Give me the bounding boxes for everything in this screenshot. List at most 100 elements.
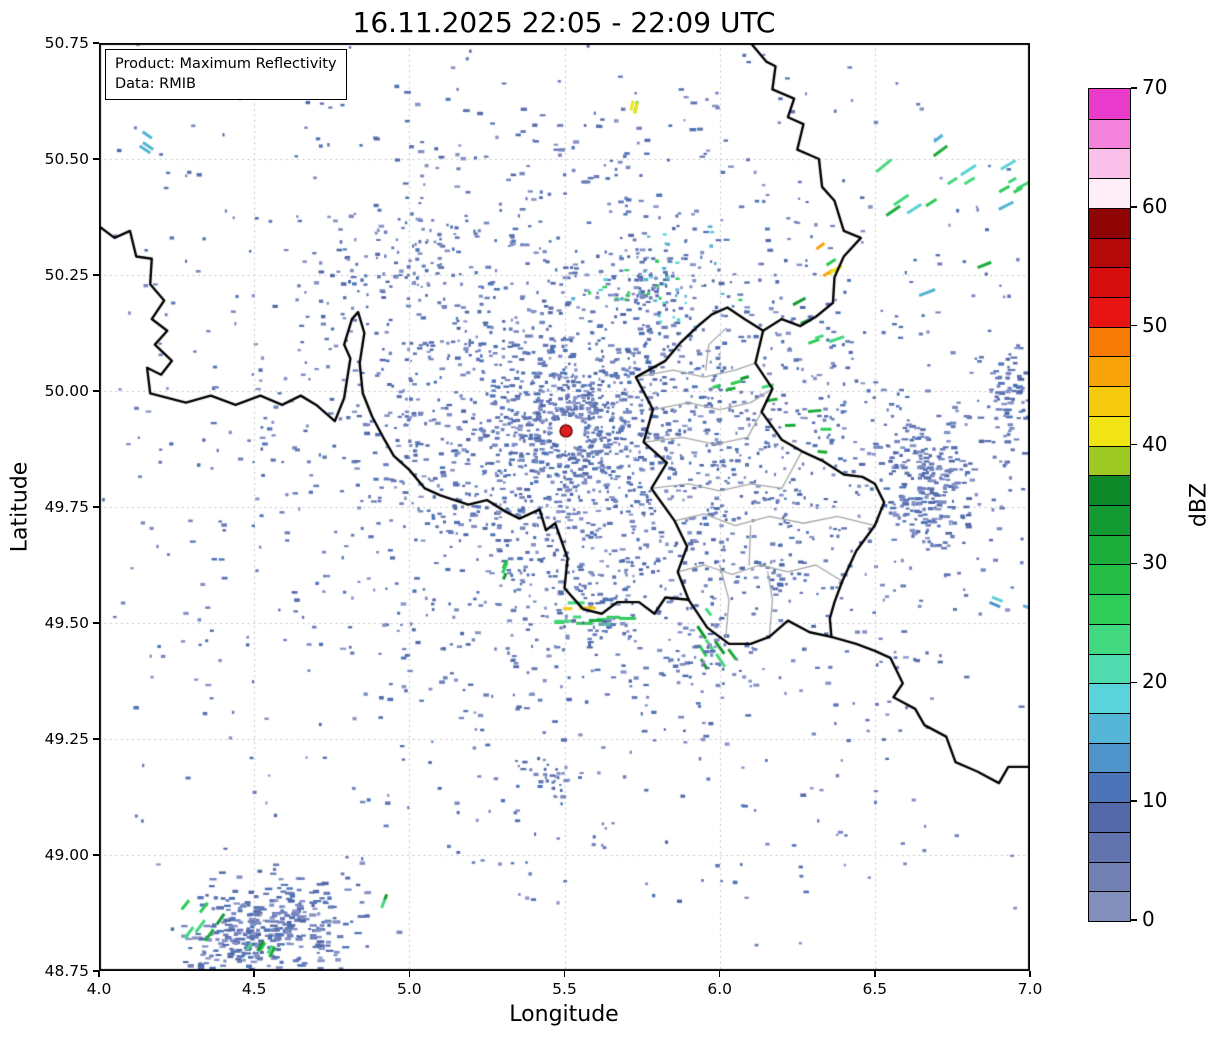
colorbar-divider — [1089, 831, 1130, 833]
colorbar-segment — [1089, 178, 1130, 208]
y-tick-label: 49.25 — [44, 730, 89, 748]
colorbar-divider — [1089, 415, 1130, 417]
y-tick-label: 49.75 — [44, 498, 89, 516]
y-tick-mark — [93, 158, 99, 160]
y-tick-mark — [93, 274, 99, 276]
colorbar-tick-mark — [1131, 562, 1137, 565]
colorbar-segment — [1089, 505, 1130, 535]
colorbar-divider — [1089, 594, 1130, 596]
colorbar-tick-label: 10 — [1142, 788, 1168, 813]
y-tick-mark — [93, 854, 99, 856]
colorbar-segment — [1089, 118, 1130, 149]
colorbar-segment — [1089, 445, 1130, 476]
colorbar-divider — [1089, 475, 1130, 477]
y-tick-mark — [93, 506, 99, 508]
y-tick-mark — [93, 622, 99, 624]
figure-title: 16.11.2025 22:05 - 22:09 UTC — [352, 6, 776, 39]
colorbar-segment — [1089, 742, 1130, 773]
colorbar-segment — [1089, 831, 1130, 862]
colorbar-segment — [1089, 207, 1130, 238]
colorbar-segment — [1089, 356, 1130, 387]
colorbar-tick-mark — [1131, 443, 1137, 446]
y-tick-label: 49.00 — [44, 846, 89, 864]
x-tick-mark — [874, 971, 876, 977]
y-tick-label: 49.50 — [44, 614, 89, 632]
colorbar-divider — [1089, 683, 1130, 685]
colorbar-segment — [1089, 713, 1130, 743]
colorbar-divider — [1089, 772, 1130, 774]
colorbar-segment — [1089, 534, 1130, 565]
colorbar-divider — [1089, 445, 1130, 447]
colorbar-divider — [1089, 742, 1130, 744]
colorbar-divider — [1089, 148, 1130, 150]
colorbar-divider — [1089, 891, 1130, 893]
y-tick-mark — [93, 42, 99, 44]
x-tick-label: 6.0 — [707, 980, 732, 998]
colorbar-segment — [1089, 653, 1130, 684]
x-tick-label: 6.5 — [862, 980, 888, 998]
colorbar-divider — [1089, 207, 1130, 209]
colorbar-unit-label: dBZ — [1186, 482, 1212, 528]
x-axis-label: Longitude — [509, 1002, 619, 1027]
colorbar-divider — [1089, 713, 1130, 714]
colorbar-tick-label: 50 — [1142, 312, 1168, 337]
colorbar-divider — [1089, 267, 1130, 269]
map-plot-area: Product: Maximum Reflectivity Data: RMIB — [99, 43, 1030, 971]
colorbar-tick-mark — [1131, 87, 1137, 89]
product-label: Product: Maximum Reflectivity — [115, 56, 337, 72]
y-tick-label: 50.50 — [44, 150, 89, 168]
colorbar-segment — [1089, 267, 1130, 297]
y-tick-label: 50.25 — [44, 266, 89, 284]
x-tick-mark — [563, 971, 566, 977]
colorbar-tick-label: 70 — [1142, 75, 1168, 99]
colorbar-tick-label: 0 — [1142, 907, 1155, 931]
product-info-box: Product: Maximum Reflectivity Data: RMIB — [105, 49, 347, 100]
colorbar-divider — [1089, 564, 1130, 566]
y-tick-mark — [93, 738, 99, 740]
x-tick-mark — [1029, 971, 1031, 977]
colorbar-segment — [1089, 683, 1130, 713]
colorbar-tick-label: 40 — [1142, 431, 1168, 456]
colorbar-divider — [1089, 297, 1130, 298]
x-tick-mark — [718, 971, 721, 977]
colorbar-tick-mark — [1131, 919, 1137, 921]
x-tick-mark — [98, 971, 100, 977]
y-tick-label: 48.75 — [44, 962, 89, 980]
colorbar-segment — [1089, 802, 1130, 832]
colorbar-divider — [1089, 861, 1130, 863]
y-tick-label: 50.00 — [44, 382, 89, 400]
colorbar-segment — [1089, 772, 1130, 803]
y-tick-mark — [93, 970, 99, 972]
colorbar-segment — [1089, 861, 1130, 892]
colorbar-segment — [1089, 564, 1130, 595]
colorbar-segment — [1089, 475, 1130, 505]
colorbar-divider — [1089, 356, 1130, 358]
colorbar-segment — [1089, 148, 1130, 179]
colorbar-segment — [1089, 891, 1130, 921]
colorbar-divider — [1089, 326, 1130, 328]
colorbar-tick-mark — [1131, 800, 1137, 802]
colorbar-segment — [1089, 594, 1130, 624]
radar-map-canvas — [99, 43, 1030, 971]
x-tick-label: 5.5 — [552, 980, 577, 998]
colorbar-divider — [1089, 802, 1130, 804]
colorbar-divider — [1089, 386, 1130, 388]
colorbar-segment — [1089, 237, 1130, 268]
colorbar-tick-mark — [1131, 206, 1137, 208]
colorbar-segment — [1089, 415, 1130, 446]
x-tick-label: 4.5 — [241, 980, 267, 998]
colorbar-segment — [1089, 297, 1130, 327]
colorbar-segment — [1089, 89, 1130, 119]
colorbar-divider — [1089, 178, 1130, 180]
y-tick-label: 50.75 — [44, 34, 89, 52]
colorbar-tick-mark — [1131, 324, 1137, 327]
colorbar-divider — [1089, 237, 1130, 239]
colorbar-segment — [1089, 326, 1130, 357]
colorbar-tick-label: 60 — [1142, 193, 1168, 218]
colorbar-divider — [1089, 623, 1130, 625]
y-tick-mark — [93, 390, 99, 392]
colorbar-divider — [1089, 505, 1130, 506]
x-tick-label: 7.0 — [1017, 980, 1043, 998]
colorbar-divider — [1089, 534, 1130, 536]
